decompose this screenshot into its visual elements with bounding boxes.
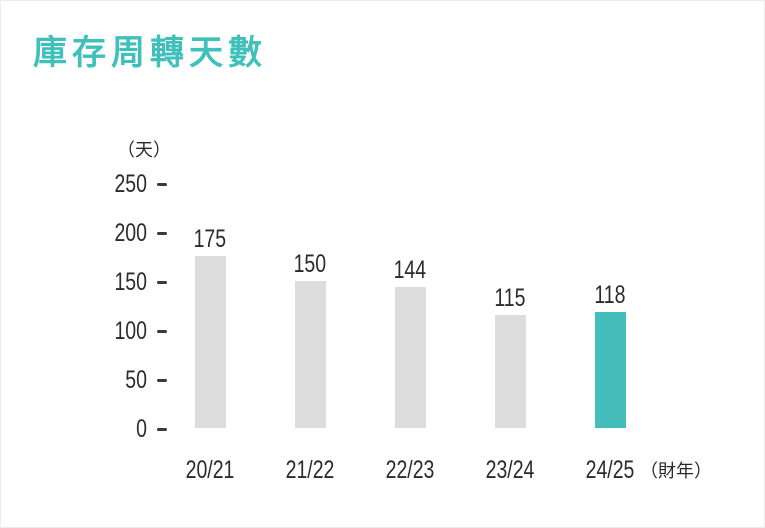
bar [594,312,626,428]
y-tick-label: 50 [125,366,147,394]
tick-mark [157,281,167,284]
x-tick-label: 24/25 [585,456,635,484]
tick-mark [157,428,167,431]
bar-group: 144 [384,258,436,428]
bar [394,287,426,428]
bar [194,256,226,428]
x-tick-label: 22/23 [385,456,435,484]
x-tick-label: 20/21 [185,456,235,484]
bar-group: 175 [184,227,236,428]
bar-value-label: 144 [393,256,427,284]
bar-value-label: 115 [494,284,526,312]
bar [294,281,326,428]
tick-mark [157,379,167,382]
bar-group: 115 [484,286,536,428]
bar-value-label: 175 [193,225,227,253]
y-tick-label: 100 [114,317,147,345]
bar-value-label: 118 [594,281,626,309]
bar [494,315,526,428]
y-tick-label: 250 [114,170,147,198]
bar-value-label: 150 [293,250,327,278]
tick-mark [157,183,167,186]
y-tick-label: 150 [114,268,147,296]
y-axis-unit-label: （天） [117,140,171,160]
bar-group: 118 [584,283,636,428]
bar-group: 150 [284,252,336,428]
x-axis-unit-label: （財年） [640,461,712,481]
chart-title: 庫存周轉天數 [33,34,267,72]
y-tick-label: 0 [136,415,147,443]
x-tick-label: 23/24 [485,456,535,484]
tick-mark [157,232,167,235]
x-tick-label: 21/22 [285,456,335,484]
y-tick-label: 200 [114,219,147,247]
tick-mark [157,330,167,333]
